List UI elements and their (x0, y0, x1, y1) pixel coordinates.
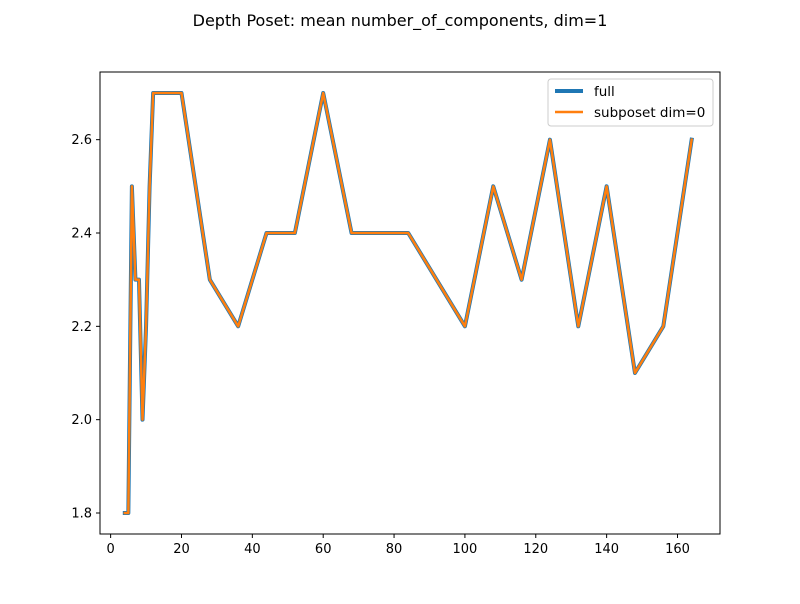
series-layer (122, 91, 694, 515)
plot-area (100, 72, 720, 534)
x-tick-label: 120 (523, 542, 548, 557)
legend-box (547, 78, 714, 127)
x-tick-label: 20 (173, 542, 190, 557)
plot-frame (99, 71, 721, 535)
y-tick-label: 1.8 (71, 507, 92, 522)
x-tick-label: 160 (665, 542, 690, 557)
x-tick-label: 40 (244, 542, 261, 557)
y-tick-label: 2.6 (71, 133, 92, 148)
x-tick-label: 100 (453, 542, 478, 557)
legend-label-subposet: subposet dim=0 (594, 105, 705, 121)
series-line-1 (123, 91, 694, 515)
y-tick-label: 2.2 (71, 320, 92, 335)
x-tick-label: 60 (315, 542, 332, 557)
x-axis-ticks: 0 20 40 60 80 100 120 140 160 (106, 534, 690, 557)
chart-title: Depth Poset: mean number_of_components, … (193, 11, 608, 31)
x-tick-label: 80 (386, 542, 403, 557)
y-axis-ticks: 1.8 2.0 2.2 2.4 2.6 (71, 133, 100, 522)
legend-label-full: full (594, 84, 615, 100)
y-tick-label: 2.0 (71, 413, 92, 428)
y-tick-label: 2.4 (71, 227, 92, 242)
x-tick-label: 140 (594, 542, 619, 557)
legend: full subposet dim=0 (547, 78, 714, 127)
x-tick-label: 0 (106, 542, 114, 557)
